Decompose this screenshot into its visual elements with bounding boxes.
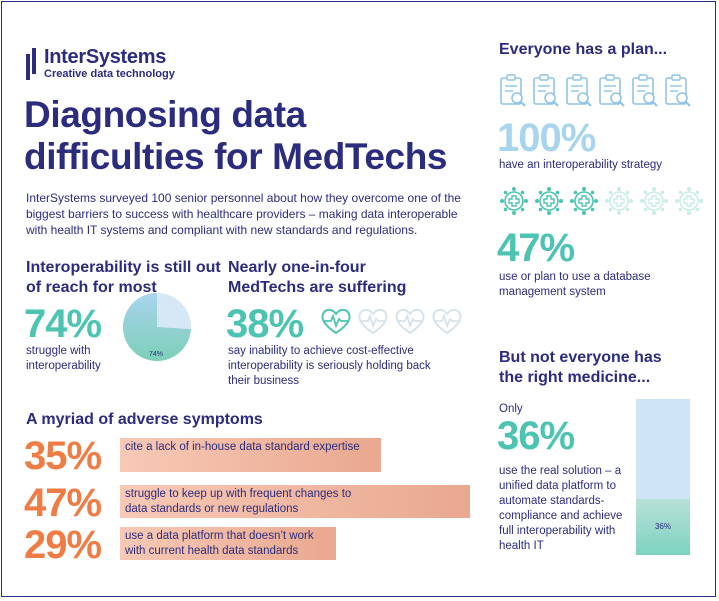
medicine-bar-fill	[636, 498, 690, 555]
interop-percent: 74%	[24, 302, 102, 346]
symptom-percent: 35%	[24, 434, 102, 478]
medical-cross-icon	[500, 187, 528, 215]
medicine-bar-label: 36%	[654, 522, 671, 531]
interop-text: struggle with interoperability	[26, 345, 101, 372]
clipboard-icon	[500, 74, 526, 107]
plan-text-2: use or plan to use a database management…	[499, 271, 651, 298]
symptom-text: use a data platform that doesn’t work wi…	[125, 530, 314, 557]
intro-paragraph: InterSystems surveyed 100 senior personn…	[26, 191, 461, 237]
medicine-percent: 36%	[497, 414, 575, 458]
clipboard-icon	[533, 74, 559, 107]
symptom-percent: 47%	[24, 481, 102, 525]
medical-cross-icon	[675, 187, 703, 215]
title-line-2: difficulties for MedTechs	[24, 136, 448, 177]
title-line-1: Diagnosing data	[24, 94, 306, 135]
logo-wordmark: InterSystems	[44, 46, 167, 68]
medicine-bar: 36%	[636, 399, 690, 555]
heart-icon	[358, 308, 388, 335]
medicine-text: use the real solution – a unified data p…	[499, 465, 623, 552]
heart-icon	[321, 308, 351, 335]
plan-percent-2: 47%	[497, 226, 575, 270]
heart-icon	[395, 308, 425, 335]
heart-icons	[320, 307, 463, 335]
heart-icon	[432, 308, 462, 335]
symptom-text: struggle to keep up with frequent change…	[125, 488, 352, 515]
interop-heading: Interoperability is still out of reach f…	[26, 259, 221, 296]
clipboard-icon	[599, 74, 625, 107]
interop-pie-chart: 74%	[122, 293, 191, 361]
suffering-percent: 38%	[226, 302, 304, 346]
pie-label: 74%	[149, 351, 163, 358]
medicine-only: Only	[499, 403, 523, 415]
plan-heading: Everyone has a plan...	[499, 41, 668, 58]
symptom-text: cite a lack of in-house data standard ex…	[125, 441, 360, 453]
symptoms-heading: A myriad of adverse symptoms	[26, 411, 263, 428]
logo-tagline: Creative data technology	[44, 68, 175, 80]
medical-cross-icon	[535, 187, 563, 215]
medical-cross-icon	[570, 187, 598, 215]
symptom-percent: 29%	[24, 523, 102, 567]
medical-cross-icon	[640, 187, 668, 215]
symptom-bar	[120, 527, 337, 560]
clipboard-icon	[665, 74, 691, 107]
logo-mark-icon	[26, 48, 36, 80]
medical-cross-icon	[605, 187, 633, 215]
page-title: Diagnosing data difficulties for MedTech…	[24, 94, 447, 178]
plan-text-1: have an interoperability strategy	[499, 159, 663, 171]
clipboard-icons	[499, 74, 692, 110]
suffering-heading: Nearly one-in-four MedTechs are sufferin…	[228, 259, 407, 296]
symptom-bar	[120, 485, 471, 518]
suffering-text: say inability to achieve cost-effective …	[228, 345, 431, 387]
clipboard-icon	[566, 74, 592, 107]
plan-percent-1: 100%	[497, 116, 596, 160]
symptom-bar	[120, 438, 381, 472]
medicine-heading: But not everyone has the right medicine.…	[499, 349, 662, 386]
clipboard-icon	[632, 74, 658, 107]
pie-main-slice	[122, 293, 191, 361]
medical-cross-icons	[499, 186, 704, 216]
